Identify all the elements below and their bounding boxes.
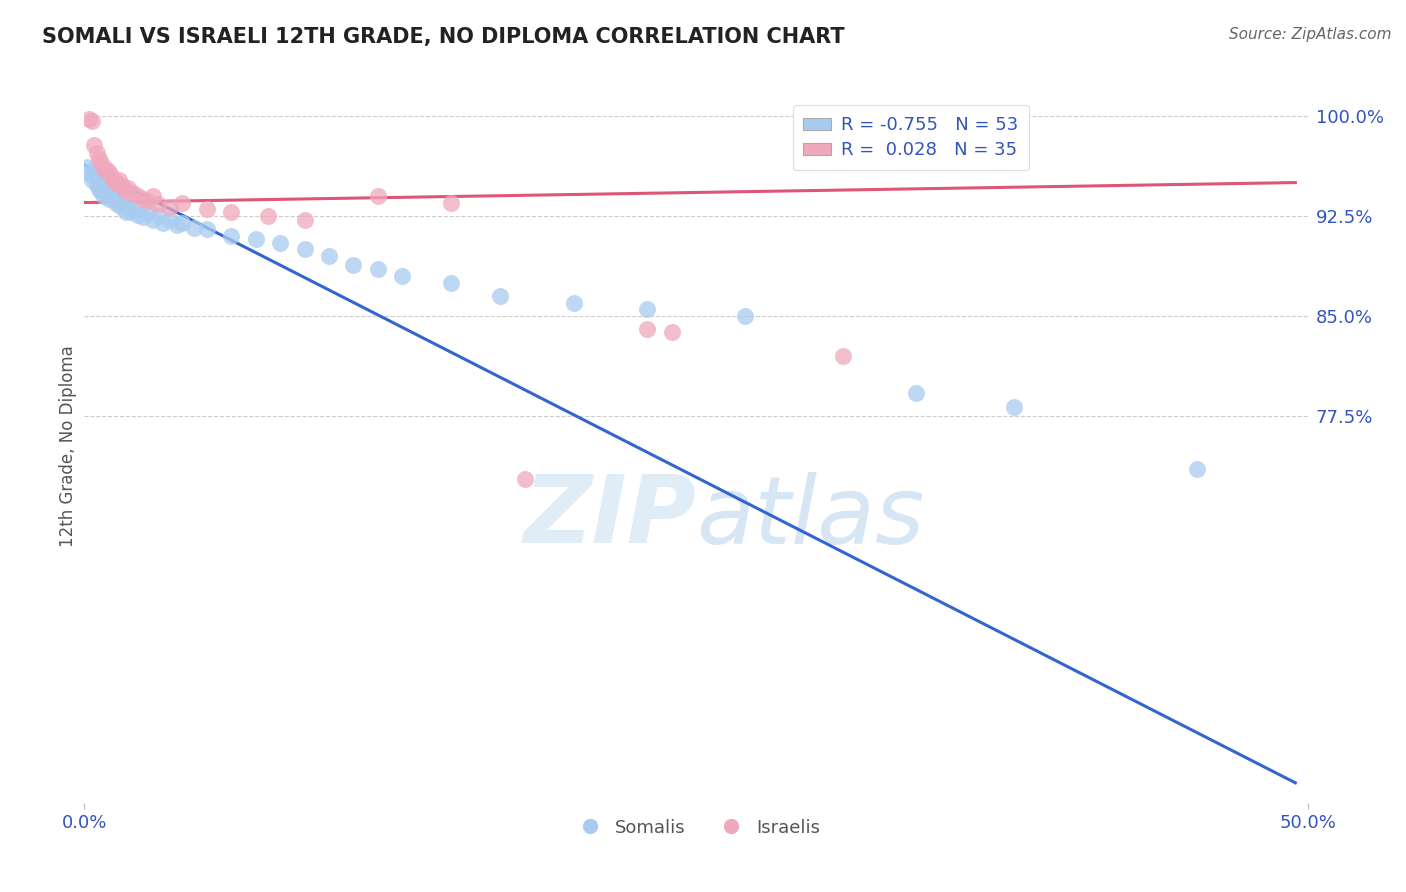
Point (440, 195, 463, 210)
Point (136, 205, 159, 219)
Point (86, 178, 108, 193)
Point (257, 209, 280, 223)
Point (831, 349, 853, 363)
Point (513, 472, 536, 486)
Point (117, 200, 139, 214)
Point (636, 302, 658, 317)
Point (90, 176, 112, 190)
Point (734, 309, 756, 323)
Point (80, 173, 103, 187)
Point (166, 219, 188, 233)
Point (112, 181, 135, 195)
Point (97, 165, 120, 179)
Point (115, 205, 138, 219)
Point (172, 195, 194, 210)
Point (367, 189, 389, 203)
Point (142, 213, 165, 227)
Point (269, 235, 291, 250)
Point (219, 228, 242, 243)
Point (93, 178, 115, 193)
Point (87, 182, 110, 196)
Point (76, 160, 98, 174)
Point (93, 189, 115, 203)
Point (110, 194, 132, 209)
Point (489, 289, 512, 303)
Point (132, 192, 155, 206)
Point (294, 242, 316, 256)
Point (103, 173, 125, 187)
Point (367, 262, 389, 277)
Point (86, 146, 108, 161)
Point (562, 295, 585, 310)
Point (159, 213, 181, 227)
Legend: Somalis, Israelis: Somalis, Israelis (565, 812, 827, 844)
Point (159, 200, 181, 214)
Point (127, 208, 149, 222)
Point (132, 211, 155, 225)
Point (100, 189, 122, 203)
Point (122, 202, 145, 217)
Point (146, 209, 169, 223)
Point (96, 162, 118, 177)
Point (83, 162, 105, 177)
Point (80, 168, 103, 182)
Point (440, 276, 463, 290)
Point (80, 114, 103, 128)
Point (112, 202, 135, 217)
Y-axis label: 12th Grade, No Diploma: 12th Grade, No Diploma (59, 345, 77, 547)
Point (93, 162, 115, 177)
Point (86, 169, 108, 183)
Text: atlas: atlas (696, 472, 924, 563)
Point (87, 171, 110, 186)
Text: Source: ZipAtlas.com: Source: ZipAtlas.com (1229, 27, 1392, 42)
Point (77, 165, 100, 179)
Point (391, 268, 413, 283)
Point (97, 192, 120, 206)
Point (107, 198, 129, 212)
Point (661, 325, 683, 339)
Point (195, 202, 218, 217)
Point (294, 213, 316, 227)
Point (120, 205, 142, 219)
Point (105, 195, 128, 210)
Point (142, 189, 165, 203)
Point (105, 176, 128, 190)
Point (146, 197, 169, 211)
Point (115, 184, 138, 198)
Point (87, 152, 110, 166)
Point (110, 178, 132, 193)
Point (636, 322, 658, 336)
Text: ZIP: ZIP (523, 471, 696, 564)
Point (152, 216, 174, 230)
Point (117, 181, 139, 195)
Point (96, 182, 118, 196)
Point (1002, 400, 1025, 414)
Point (83, 138, 105, 153)
Point (127, 189, 149, 203)
Point (122, 186, 145, 201)
Point (342, 258, 364, 272)
Point (219, 205, 242, 219)
Point (97, 186, 120, 201)
Point (136, 194, 159, 209)
Point (183, 221, 205, 235)
Point (318, 249, 340, 263)
Point (77, 112, 100, 126)
Point (90, 155, 112, 169)
Point (195, 222, 218, 236)
Point (100, 169, 122, 183)
Point (107, 173, 129, 187)
Point (90, 185, 112, 199)
Point (905, 386, 928, 401)
Point (1187, 462, 1209, 476)
Text: SOMALI VS ISRAELI 12TH GRADE, NO DIPLOMA CORRELATION CHART: SOMALI VS ISRAELI 12TH GRADE, NO DIPLOMA… (42, 27, 845, 46)
Point (245, 231, 267, 245)
Point (172, 216, 194, 230)
Point (103, 193, 125, 207)
